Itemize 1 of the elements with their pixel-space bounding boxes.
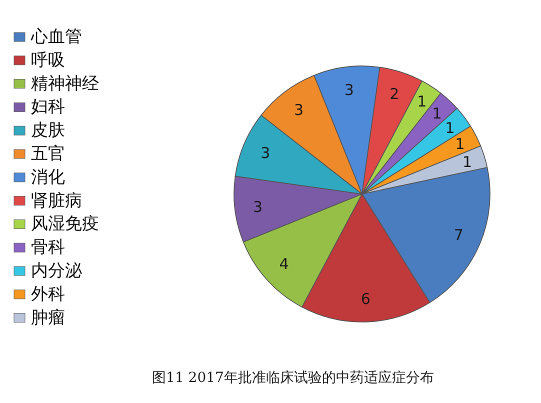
title: 图11 2017年批准临床试验的中药适应症分布 [152,370,434,386]
